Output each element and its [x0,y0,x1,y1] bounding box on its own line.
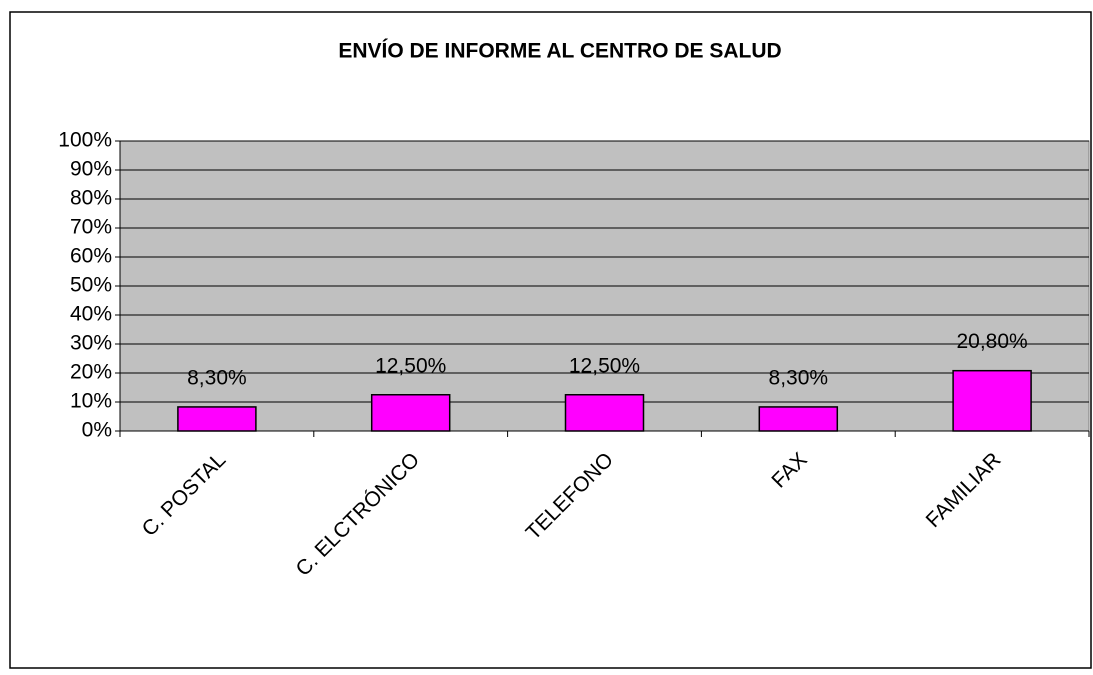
y-tick-label: 60% [70,245,112,268]
value-label: 12,50% [375,354,446,377]
bar [564,394,645,432]
chart-title: ENVÍO DE INFORME AL CENTRO DE SALUD [338,40,781,63]
value-label: 12,50% [569,354,640,377]
y-tick-label: 40% [70,303,112,326]
y-tick-label: 20% [70,361,112,384]
value-label: 8,30% [187,366,247,389]
bar [370,394,451,432]
y-tick-label: 30% [70,332,112,355]
value-label: 8,30% [769,366,829,389]
y-tick-label: 70% [70,216,112,239]
y-tick-label: 50% [70,274,112,297]
y-tick-label: 90% [70,158,112,181]
y-tick-label: 100% [58,129,112,152]
bar [758,406,839,432]
y-tick-label: 10% [70,390,112,413]
y-tick-label: 80% [70,187,112,210]
value-label: 20,80% [956,330,1027,353]
y-tick-label: 0% [82,419,112,442]
bar [177,406,257,432]
bar [952,369,1032,432]
